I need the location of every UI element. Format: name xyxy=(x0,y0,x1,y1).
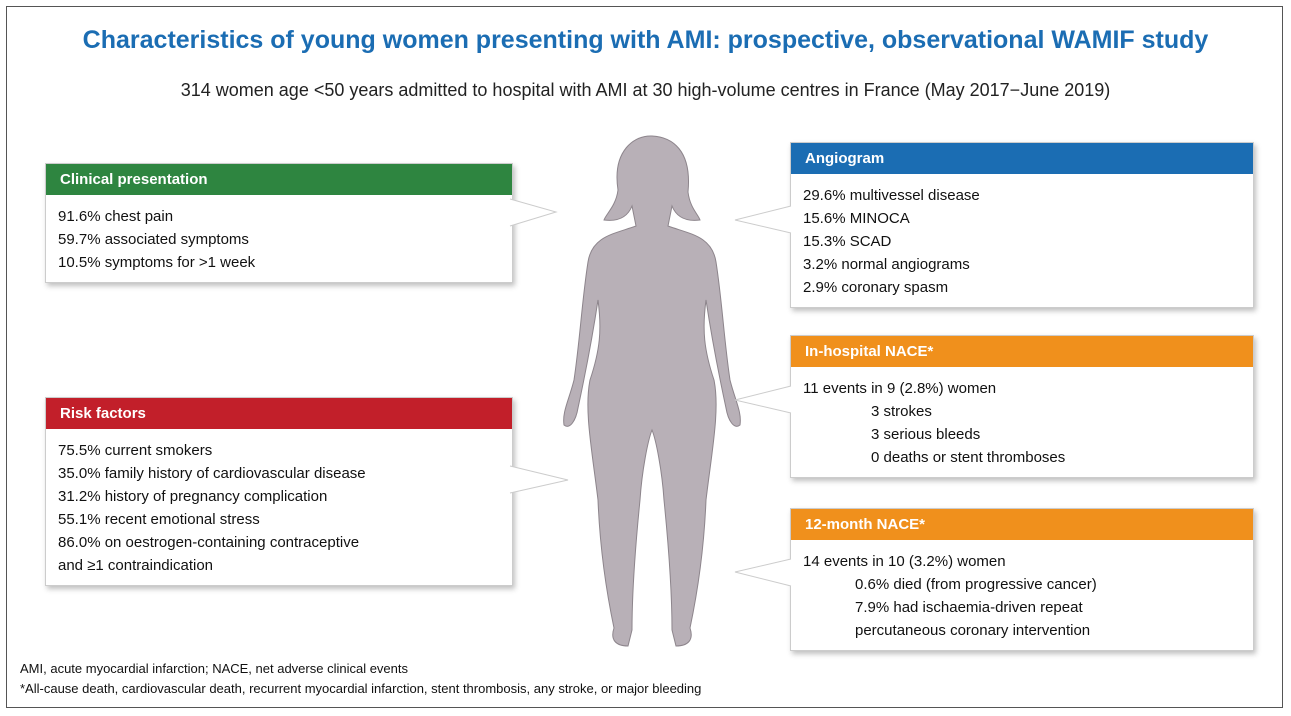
infographic: Characteristics of young women presentin… xyxy=(0,0,1291,716)
footnote: AMI, acute myocardial infarction; NACE, … xyxy=(20,661,408,676)
silhouette-layer xyxy=(0,0,1291,716)
pointer xyxy=(735,559,792,586)
female-silhouette xyxy=(564,136,741,646)
pointer xyxy=(735,206,792,233)
footnote: *All-cause death, cardiovascular death, … xyxy=(20,681,701,696)
pointer xyxy=(735,386,792,413)
pointer xyxy=(509,466,568,493)
pointer xyxy=(509,199,556,226)
